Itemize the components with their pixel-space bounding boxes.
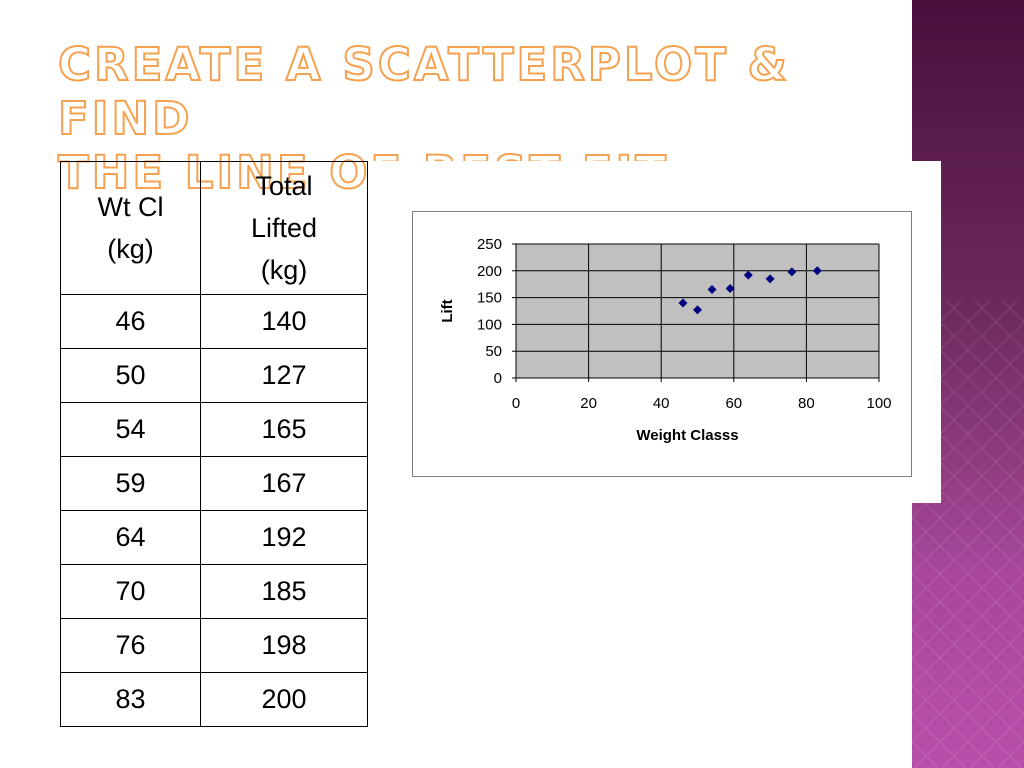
x-tick-label: 100 xyxy=(866,395,891,412)
y-axis-title: Lift xyxy=(439,299,456,322)
x-tick-label: 0 xyxy=(512,395,520,412)
header-weight-class-line-1: Wt Cl xyxy=(97,192,164,222)
data-point xyxy=(707,285,717,295)
cell-total-lifted: 165 xyxy=(200,402,368,457)
data-point xyxy=(743,270,753,280)
cell-total-lifted: 198 xyxy=(200,618,368,673)
header-total-lifted-line-2: Lifted xyxy=(250,213,318,243)
header-weight-class-line-2: (kg) xyxy=(107,234,154,264)
y-tick-label: 250 xyxy=(477,236,502,253)
cell-weight-class: 76 xyxy=(60,618,201,673)
cell-weight-class: 59 xyxy=(60,456,201,511)
x-tick-label: 20 xyxy=(580,395,597,412)
table-header-row: Wt Cl (kg) Total Lifted (kg) xyxy=(60,161,368,295)
cell-total-lifted: 192 xyxy=(200,510,368,565)
table-row: 50 127 xyxy=(60,348,368,403)
x-axis-title: Weight Classs xyxy=(636,427,738,444)
data-point xyxy=(812,266,822,276)
table-row: 64 192 xyxy=(60,510,368,565)
data-point xyxy=(765,274,775,284)
header-weight-class: Wt Cl (kg) xyxy=(60,161,201,295)
y-tick-label: 50 xyxy=(485,343,502,360)
y-tick-label: 200 xyxy=(477,263,502,280)
data-point xyxy=(693,305,702,315)
cell-weight-class: 50 xyxy=(60,348,201,403)
cell-weight-class: 64 xyxy=(60,510,201,565)
cell-weight-class: 54 xyxy=(60,402,201,457)
x-tick-label: 60 xyxy=(725,395,742,412)
table-row: 46 140 xyxy=(60,294,368,349)
scatter-chart: 0 50 100 150 200 250 0 20 40 60 80 100 Weight Classs… xyxy=(439,236,892,444)
data-point xyxy=(678,298,688,308)
y-tick-label: 0 xyxy=(494,370,502,387)
x-tick-label: 40 xyxy=(653,395,670,412)
header-total-lifted-line-1: Total xyxy=(255,171,313,201)
header-total-lifted-line-3: (kg) xyxy=(260,255,308,285)
table-row: 59 167 xyxy=(60,456,368,511)
cell-weight-class: 70 xyxy=(60,564,201,619)
data-point xyxy=(725,283,735,293)
cell-total-lifted: 200 xyxy=(200,672,368,727)
table-row: 70 185 xyxy=(60,564,368,619)
table-row: 76 198 xyxy=(60,618,368,673)
y-tick-label: 100 xyxy=(477,316,502,333)
cell-weight-class: 46 xyxy=(60,294,201,349)
header-total-lifted: Total Lifted (kg) xyxy=(200,161,368,295)
weight-lift-table: Wt Cl (kg) Total Lifted (kg) 46 140 50 127… xyxy=(60,161,368,727)
table-row: 83 200 xyxy=(60,672,368,727)
data-point xyxy=(787,267,797,277)
y-tick-label: 150 xyxy=(477,290,502,307)
x-tick-label: 80 xyxy=(798,395,815,412)
slide-title-line-1: Create a Scatterplot & Find xyxy=(57,37,790,146)
cell-total-lifted: 127 xyxy=(200,348,368,403)
cell-total-lifted: 167 xyxy=(200,456,368,511)
cell-weight-class: 83 xyxy=(60,672,201,727)
cell-total-lifted: 185 xyxy=(200,564,368,619)
table-row: 54 165 xyxy=(60,402,368,457)
cell-total-lifted: 140 xyxy=(200,294,368,349)
